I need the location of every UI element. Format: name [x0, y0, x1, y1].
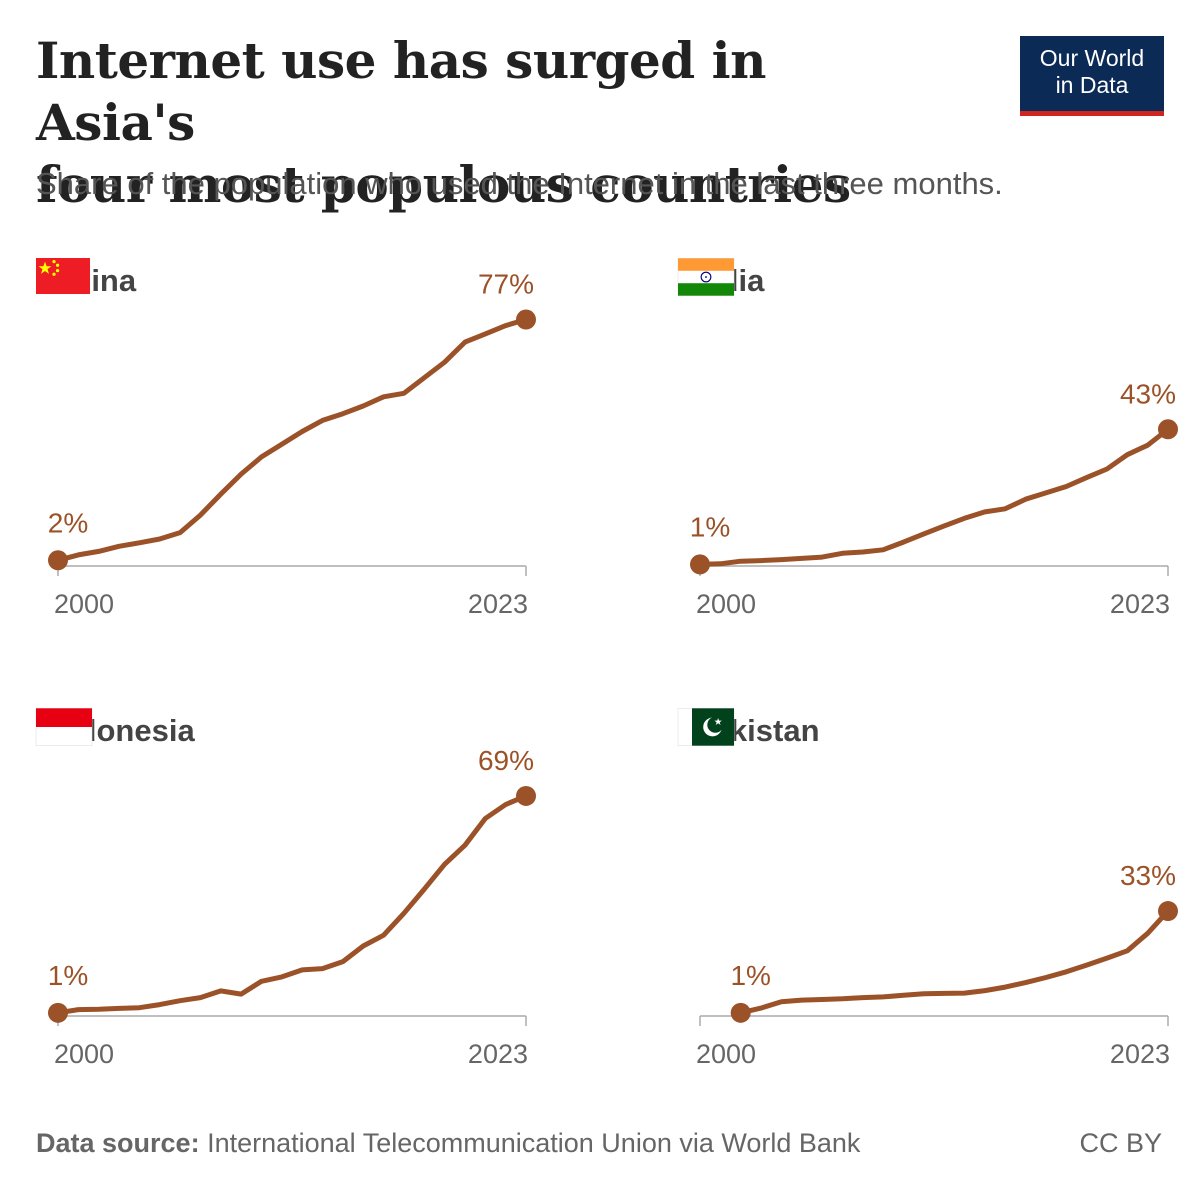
indonesia-end-value-label: 69% — [478, 745, 534, 776]
license-label[interactable]: CC BY — [1079, 1128, 1162, 1158]
panel-pakistan-header: Pakistan — [677, 706, 820, 756]
panel-india-header: India — [677, 256, 764, 306]
pakistan-start-value-label: 1% — [730, 960, 770, 991]
china-end-point — [516, 309, 536, 330]
pakistan-start-point — [730, 1002, 751, 1023]
data-source-note: Data source: International Telecommunica… — [36, 1128, 860, 1159]
pakistan-flag-icon — [677, 708, 735, 746]
indonesia-flag-icon — [35, 708, 93, 746]
indonesia-series-line — [55, 793, 529, 1016]
china-flag-icon — [36, 258, 90, 294]
india-x-tick-label-end: 2023 — [1110, 589, 1170, 619]
panel-china-header: China — [36, 256, 136, 306]
india-start-value-label: 1% — [690, 511, 730, 542]
data-source-label: Data source: — [36, 1128, 200, 1158]
pakistan-x-tick-label-end: 2023 — [1110, 1039, 1170, 1069]
china-end-value-label: 77% — [478, 269, 534, 300]
pakistan-end-point — [1158, 901, 1178, 922]
panel-indonesia: 2000 2023 1% 69% Indonesia — [35, 706, 596, 1106]
pakistan-end-value-label: 33% — [1120, 860, 1176, 891]
panel-india: 2000 2023 1% 43% India — [677, 256, 1200, 656]
panel-india-chart: 2000 2023 1% 43% — [690, 378, 1178, 619]
panel-indonesia-header: Indonesia — [35, 706, 195, 756]
india-start-point — [690, 554, 710, 575]
data-source-text: International Telecommunication Union vi… — [207, 1128, 861, 1158]
pakistan-series-line — [738, 908, 1171, 1016]
chart-title: Internet use has surged in Asia's four m… — [36, 30, 936, 216]
our-world-in-data-logo[interactable]: Our World in Data — [1020, 36, 1164, 116]
china-x-tick-label-end: 2023 — [468, 589, 528, 619]
logo-line-2: in Data — [1055, 72, 1129, 98]
india-series-line — [697, 426, 1171, 567]
indonesia-end-point — [516, 785, 536, 806]
india-x-tick-label-start: 2000 — [696, 589, 756, 619]
panel-pakistan: 2000 2023 1% 33% Pakistan — [677, 706, 1200, 1106]
title-line-2: four most populous countries — [36, 155, 851, 214]
china-start-value-label: 2% — [48, 507, 88, 538]
title-line-1: Internet use has surged in Asia's — [36, 31, 767, 152]
logo-line-1: Our World — [1039, 45, 1145, 71]
india-end-value-label: 43% — [1120, 378, 1176, 409]
panel-indonesia-chart: 2000 2023 1% 69% — [48, 745, 536, 1069]
indonesia-x-tick-label-start: 2000 — [54, 1039, 114, 1069]
china-start-point — [48, 550, 68, 571]
china-x-tick-label-start: 2000 — [54, 589, 114, 619]
indonesia-x-tick-label-end: 2023 — [468, 1039, 528, 1069]
china-series-line — [55, 317, 529, 563]
panel-china: 2000 2023 2% 77% China — [36, 256, 596, 656]
indonesia-start-value-label: 1% — [48, 960, 88, 991]
panel-pakistan-chart: 2000 2023 1% 33% — [696, 860, 1178, 1069]
india-flag-icon — [677, 258, 735, 296]
panel-china-chart: 2000 2023 2% 77% — [48, 269, 536, 619]
chart-subtitle: Share of the population who used the Int… — [36, 166, 1003, 201]
india-end-point — [1158, 419, 1178, 440]
pakistan-x-tick-label-start: 2000 — [696, 1039, 756, 1069]
indonesia-start-point — [48, 1002, 68, 1023]
